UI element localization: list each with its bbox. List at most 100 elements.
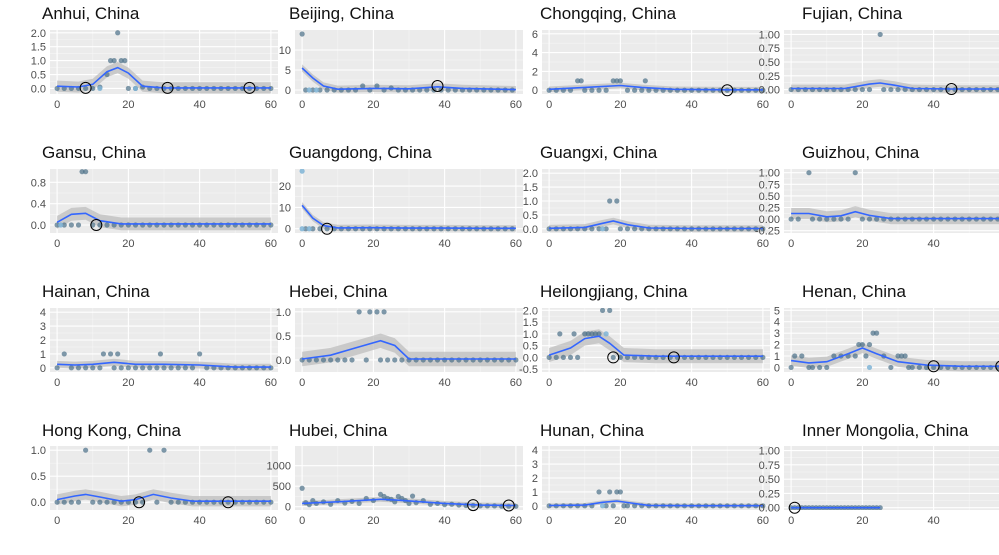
data-point bbox=[197, 351, 203, 357]
y-tick-label: 1.5 bbox=[523, 317, 538, 329]
data-point bbox=[877, 31, 883, 38]
y-tick-label: 1.00 bbox=[759, 29, 780, 41]
data-point-light bbox=[299, 226, 305, 232]
x-tick-label: 60 bbox=[510, 238, 522, 250]
y-tick-label: 3 bbox=[532, 459, 538, 471]
y-tick-label: 0 bbox=[285, 224, 291, 236]
x-tick-label: 20 bbox=[614, 238, 626, 250]
x-tick-label: 40 bbox=[928, 99, 940, 111]
y-tick-label: 0.50 bbox=[759, 57, 780, 69]
data-point bbox=[328, 357, 334, 363]
x-tick-label: 0 bbox=[788, 238, 794, 250]
data-point bbox=[54, 222, 60, 228]
data-point bbox=[456, 357, 462, 363]
data-point bbox=[513, 357, 519, 363]
x-tick-label: 40 bbox=[439, 515, 451, 527]
x-tick-label: 20 bbox=[614, 99, 626, 111]
data-point bbox=[463, 357, 469, 363]
data-point bbox=[799, 353, 805, 359]
data-point bbox=[817, 364, 823, 371]
chart-title: Hebei, China bbox=[289, 282, 388, 301]
highlight-circle bbox=[607, 351, 620, 364]
data-point bbox=[313, 357, 319, 363]
y-tick-label: 1.0 bbox=[31, 445, 46, 457]
data-point bbox=[610, 354, 616, 361]
data-point bbox=[254, 499, 260, 505]
data-point bbox=[499, 357, 505, 363]
x-tick-label: 60 bbox=[510, 99, 522, 111]
x-tick-label: 40 bbox=[686, 515, 698, 527]
data-point bbox=[874, 330, 880, 336]
chart-title: Hunan, China bbox=[540, 421, 644, 440]
data-point bbox=[406, 500, 412, 507]
data-point bbox=[338, 87, 344, 93]
trend-line bbox=[56, 212, 271, 225]
plot-marks bbox=[788, 170, 999, 225]
chart-panel: Guangdong, China 0 20 40 60 0 10 20 bbox=[279, 139, 527, 273]
trend-line bbox=[549, 220, 763, 230]
x-tick-label: 0 bbox=[54, 238, 60, 250]
confidence-band bbox=[302, 333, 516, 367]
data-point bbox=[75, 499, 82, 505]
y-tick-label: 0.5 bbox=[523, 341, 538, 353]
highlight-circle bbox=[467, 499, 480, 512]
data-point bbox=[632, 87, 638, 93]
data-point bbox=[681, 87, 688, 93]
data-point bbox=[817, 216, 823, 222]
data-point bbox=[268, 499, 274, 505]
data-point bbox=[923, 86, 930, 93]
data-point bbox=[617, 78, 623, 84]
data-point bbox=[624, 503, 631, 509]
data-point bbox=[409, 493, 416, 499]
x-tick-label: 40 bbox=[928, 377, 940, 389]
y-tick-label: 0.0 bbox=[31, 220, 46, 232]
y-tick-label: 0.00 bbox=[759, 85, 780, 97]
data-point bbox=[806, 364, 812, 371]
chart-panel: Hebei, China 0 20 40 60 0.0 0.5 1.0 bbox=[276, 278, 527, 412]
data-point bbox=[603, 503, 609, 509]
trend-line bbox=[301, 67, 516, 91]
chart-plot: 0 20 40 60 0 2 4 6 bbox=[532, 29, 770, 111]
y-tick-label: 0.0 bbox=[523, 224, 538, 236]
x-tick-label: 40 bbox=[928, 515, 940, 527]
data-point bbox=[374, 309, 380, 315]
y-tick-label: 0.00 bbox=[759, 503, 780, 515]
y-tick-label: 0 bbox=[285, 502, 291, 514]
x-tick-label: 60 bbox=[510, 377, 522, 389]
data-point bbox=[852, 353, 858, 359]
data-point bbox=[470, 357, 476, 363]
x-tick-label: 60 bbox=[757, 99, 769, 111]
data-point bbox=[75, 222, 82, 228]
data-point bbox=[477, 357, 483, 363]
x-tick-label: 0 bbox=[546, 515, 552, 527]
data-point bbox=[68, 499, 74, 505]
chart-plot: 0 20 40 60 0.00 0.25 0.50 0.75 1.00 bbox=[759, 29, 999, 111]
data-point bbox=[838, 216, 844, 222]
data-point-light bbox=[313, 87, 319, 93]
chart-panel: Hubei, China 0 20 40 60 0 500 1000 bbox=[267, 416, 527, 550]
data-point bbox=[104, 222, 110, 228]
plot-marks bbox=[546, 489, 766, 509]
data-point bbox=[624, 226, 631, 232]
data-point bbox=[225, 499, 231, 505]
plot-marks bbox=[54, 351, 274, 371]
x-tick-label: 40 bbox=[928, 238, 940, 250]
chart-title: Hainan, China bbox=[42, 282, 150, 301]
data-point bbox=[107, 351, 114, 357]
data-point bbox=[617, 489, 623, 495]
data-point bbox=[363, 357, 369, 363]
data-point bbox=[356, 500, 362, 507]
x-tick-label: 0 bbox=[54, 377, 60, 389]
data-point bbox=[610, 503, 616, 509]
data-point bbox=[54, 499, 60, 505]
y-tick-label: 2 bbox=[532, 66, 538, 78]
data-point bbox=[614, 78, 620, 84]
y-tick-label: 2 bbox=[774, 340, 780, 352]
data-point bbox=[582, 87, 588, 93]
y-tick-label: 0 bbox=[532, 501, 538, 513]
x-tick-label: 20 bbox=[122, 515, 134, 527]
x-tick-label: 0 bbox=[788, 377, 794, 389]
y-tick-label: 2 bbox=[40, 335, 46, 347]
trend-line bbox=[56, 493, 271, 503]
data-point bbox=[589, 226, 595, 232]
